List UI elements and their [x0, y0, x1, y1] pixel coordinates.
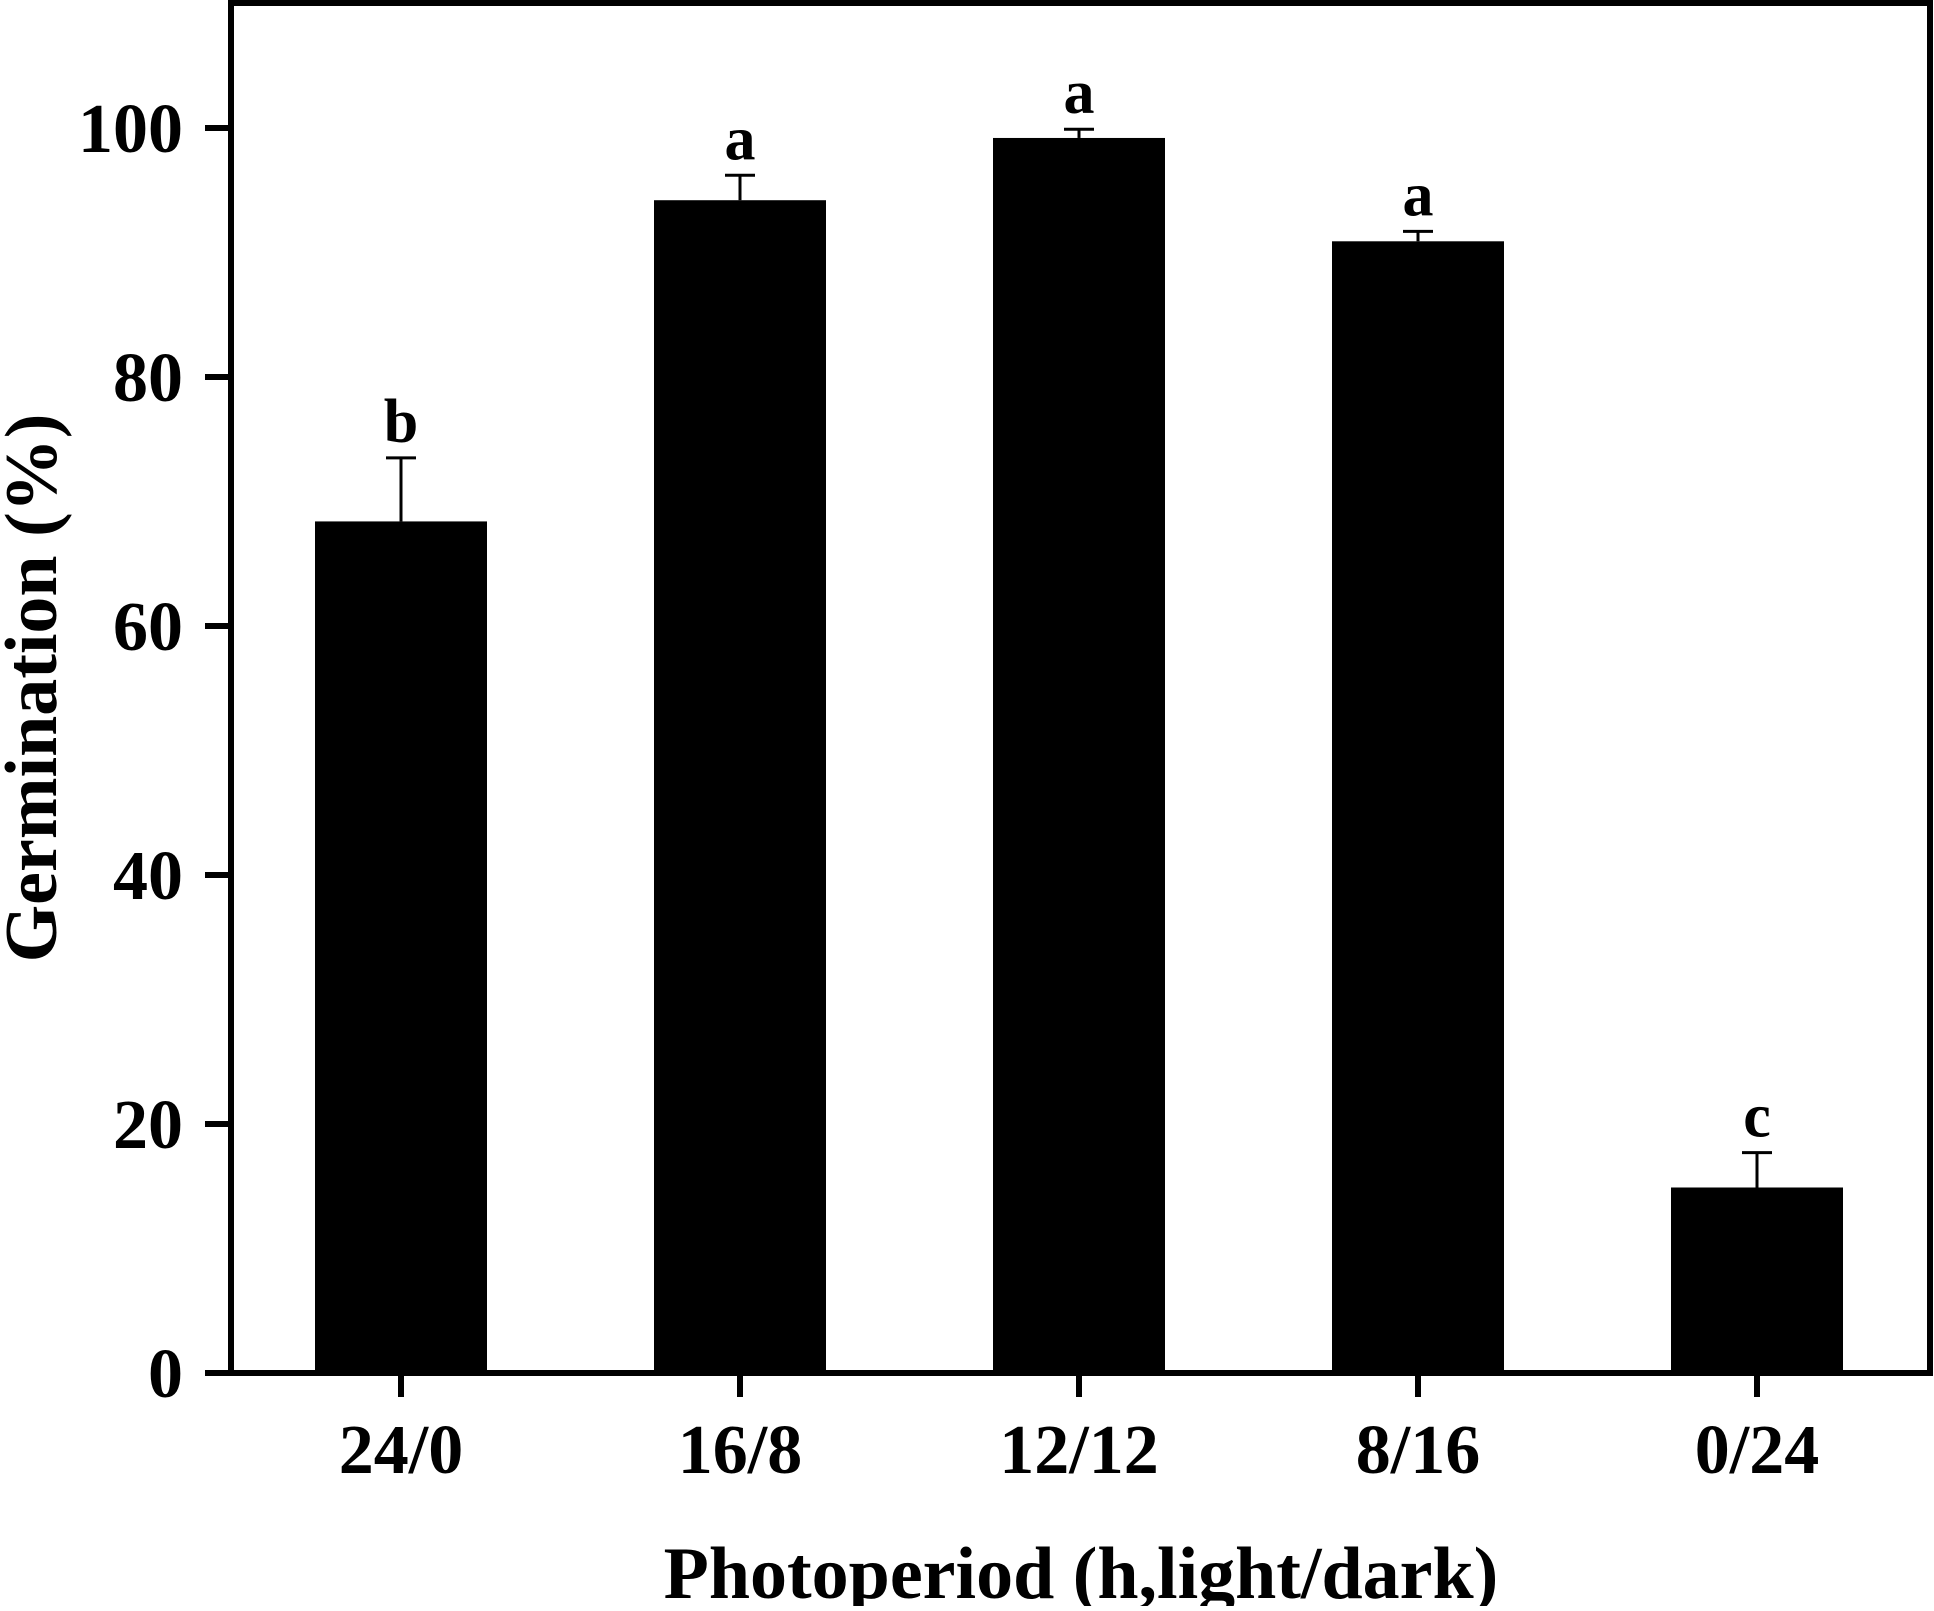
x-tick-label: 16/8 — [678, 1412, 802, 1489]
y-tick-label: 0 — [148, 1336, 183, 1413]
bar-16-8 — [654, 200, 826, 1374]
bar-12-12 — [993, 137, 1165, 1374]
significance-letters: b a a a c — [384, 59, 1771, 1150]
y-tick-label: 100 — [78, 91, 183, 168]
significance-letter: a — [1064, 59, 1095, 127]
bar-24-0 — [315, 521, 487, 1373]
x-axis-ticks: 24/0 16/8 12/12 8/16 0/24 — [339, 1373, 1819, 1489]
significance-letter: c — [1743, 1083, 1771, 1151]
y-tick-label: 40 — [113, 838, 183, 915]
x-tick-label: 0/24 — [1695, 1412, 1819, 1489]
significance-letter: a — [725, 105, 756, 173]
x-tick-label: 24/0 — [339, 1412, 463, 1489]
significance-letter: b — [384, 388, 418, 456]
bar-0-24 — [1671, 1187, 1843, 1373]
y-tick-label: 20 — [113, 1087, 183, 1164]
x-tick-label: 8/16 — [1356, 1412, 1480, 1489]
x-tick-label: 12/12 — [999, 1412, 1158, 1489]
x-axis-title: Photoperiod (h,light/dark) — [664, 1533, 1499, 1606]
significance-letter: a — [1403, 161, 1434, 229]
bars — [315, 137, 1843, 1374]
y-tick-label: 80 — [113, 340, 183, 417]
y-axis-title: Germination (%) — [0, 414, 73, 963]
error-bars — [386, 127, 1772, 1188]
y-tick-label: 60 — [113, 589, 183, 666]
bar-8-16 — [1332, 241, 1504, 1373]
y-axis-ticks: 0 20 40 60 80 100 — [78, 91, 231, 1413]
